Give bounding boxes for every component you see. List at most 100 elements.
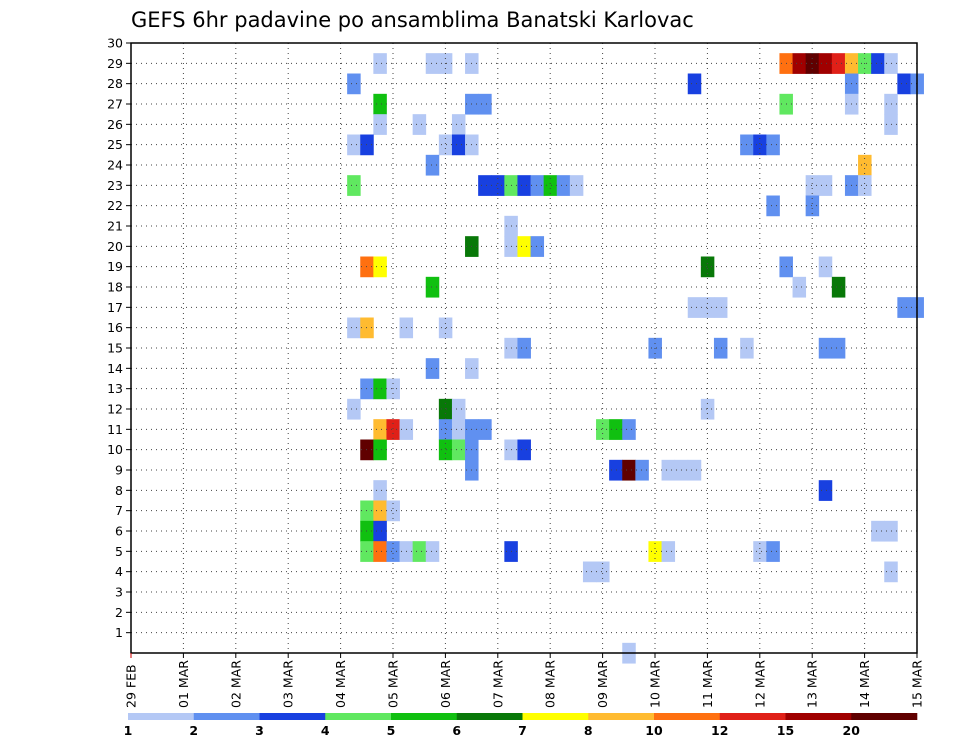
x-tick-label: 02 MAR [228,660,243,708]
precip-cell [517,337,531,359]
x-tick-label: 07 MAR [490,660,505,708]
precip-cell [897,73,911,95]
chart-title: GEFS 6hr padavine po ansamblima Banatski… [131,8,694,32]
precip-cell [530,236,545,257]
precip-cell [530,175,545,196]
colorbar-label: 8 [584,723,593,738]
precip-cell [766,195,780,217]
precip-cell [438,134,453,156]
precip-cell [858,175,872,196]
precip-cell [412,114,427,135]
precip-cell [582,561,597,583]
colorbar-swatch [193,713,260,720]
precip-cell [661,541,676,562]
colorbar-swatch [259,713,326,720]
colorbar-swatch [325,713,392,720]
precip-cell [451,114,466,135]
precip-cell [373,378,387,400]
x-tick-label: 15 MAR [910,660,925,708]
precip-cell [373,419,387,440]
y-tick-label: 18 [107,280,123,295]
precip-cell [596,419,610,440]
x-tick-label: 11 MAR [700,660,715,708]
precip-cell [622,419,636,440]
precip-cell [347,175,361,196]
precip-cell [451,439,466,461]
precip-cell [517,236,531,257]
precip-cell [347,134,361,156]
y-tick-label: 26 [107,117,123,132]
precip-cell [713,337,728,359]
precip-cell [687,297,702,318]
precip-cell [897,297,911,318]
precip-cell [438,398,453,420]
y-tick-label: 27 [107,97,123,112]
y-tick-label: 6 [115,524,123,539]
colorbar-label: 2 [189,723,198,738]
colorbar-label: 7 [518,723,527,738]
precip-cell [425,541,440,562]
precip-cell [386,541,400,562]
axes-layer: 1234567891011121314151617181920212223242… [107,36,924,709]
precip-cell [766,134,780,156]
grid-layer [131,43,917,653]
colorbar-swatch [719,713,786,720]
colorbar-swatch [391,713,458,720]
y-tick-label: 25 [107,137,123,152]
precip-cell [373,480,387,501]
colorbar: 1 2 3 4 5 6 7 8 10 12 15 20 [124,713,918,738]
precip-cell [831,53,846,74]
precip-cell [347,73,361,95]
y-tick-label: 3 [115,585,123,600]
precip-cell [818,480,833,501]
precip-cell [438,439,453,461]
precip-cell [373,53,387,74]
x-tick-label: 03 MAR [281,660,296,708]
colorbar-swatch [128,713,195,720]
precip-cell [766,541,780,562]
y-tick-label: 4 [115,564,123,579]
y-tick-label: 12 [107,402,123,417]
y-tick-label: 16 [107,320,123,335]
x-tick-label: 06 MAR [438,660,453,708]
precip-cell [753,541,767,562]
precip-cell [831,337,846,359]
y-tick-label: 30 [107,36,123,51]
y-tick-label: 1 [115,625,123,640]
x-tick-label: 14 MAR [857,660,872,708]
precip-cell [700,256,715,278]
precip-cell [425,53,440,74]
y-tick-label: 22 [107,198,123,213]
x-tick-label: 01 MAR [176,660,191,708]
precip-cell [753,134,767,156]
colorbar-label: 20 [843,723,861,738]
y-tick-label: 2 [115,605,123,620]
precip-cell [425,154,440,176]
precip-cell [478,175,492,196]
y-tick-label: 21 [107,219,123,234]
precip-cell [700,398,715,420]
precip-cell [818,175,833,196]
precip-cell [635,459,649,481]
precip-cell [609,459,623,481]
colorbar-label: 5 [387,723,396,738]
precip-cell [412,541,427,562]
precip-cell [373,541,387,562]
precip-cell [661,459,676,481]
cells-layer [347,53,924,664]
precip-cell [373,93,387,115]
precip-cell [596,561,610,583]
y-tick-label: 14 [107,361,123,376]
x-tick-label: 08 MAR [543,660,558,708]
precip-cell [438,317,453,339]
precip-cell [373,520,387,542]
precip-cell [451,398,466,420]
y-tick-label: 10 [107,442,123,457]
y-tick-label: 7 [115,503,123,518]
colorbar-swatch [456,713,523,720]
colorbar-swatch [588,713,655,720]
colorbar-label: 3 [255,723,264,738]
y-tick-label: 5 [115,544,123,559]
precip-cell [687,73,702,95]
